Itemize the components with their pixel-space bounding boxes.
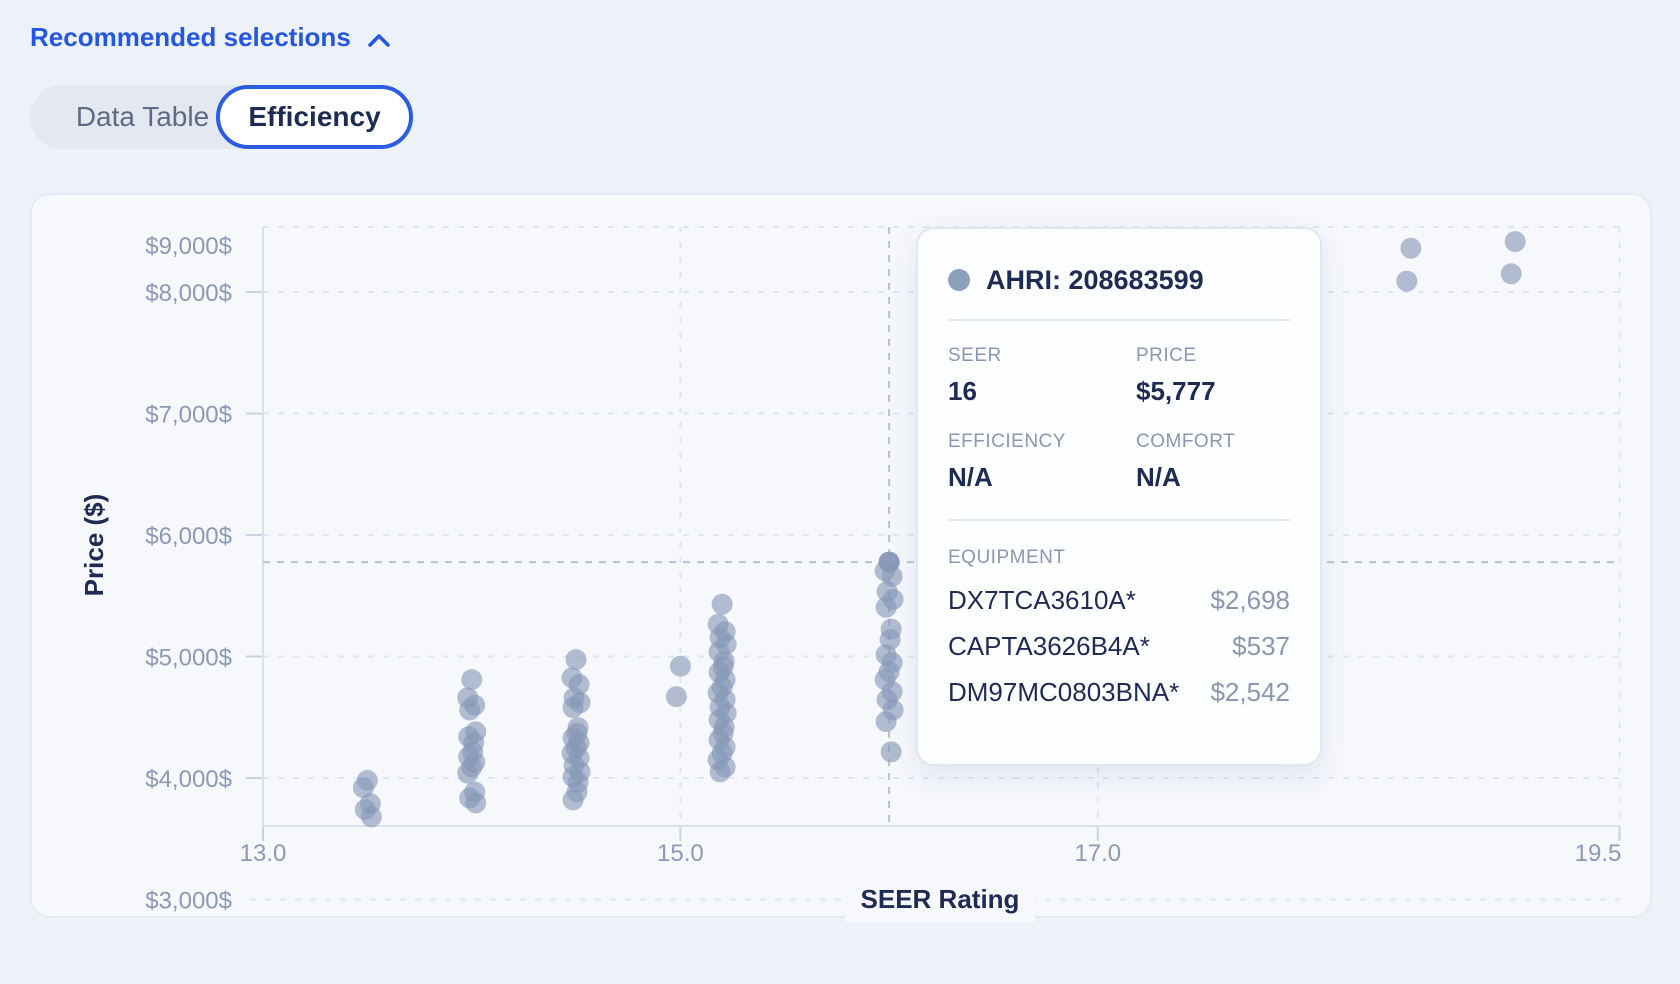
- chevron-up-icon: [367, 33, 390, 47]
- equipment-section-label: EQUIPMENT: [948, 547, 1066, 568]
- field-comfort: COMFORT N/A: [1136, 431, 1236, 492]
- tab-data-table[interactable]: Data Table: [30, 85, 255, 149]
- tab-efficiency[interactable]: Efficiency: [216, 85, 413, 149]
- tooltip-divider: [948, 319, 1290, 321]
- equipment-row: DX7TCA3610A* $2,698: [948, 585, 1290, 615]
- equipment-row: DM97MC0803BNA* $2,542: [948, 677, 1290, 707]
- tooltip-divider: [948, 519, 1290, 521]
- equipment-row: CAPTA3626B4A* $537: [948, 631, 1290, 661]
- recommended-selections-link[interactable]: Recommended selections: [30, 22, 391, 53]
- equipment-list: DX7TCA3610A* $2,698 CAPTA3626B4A* $537 D…: [948, 586, 1290, 707]
- chart-card: [30, 193, 1652, 918]
- field-price: PRICE $5,777: [1136, 345, 1216, 406]
- series-marker-dot: [948, 269, 970, 291]
- view-tab-group: Data Table Efficiency: [30, 85, 415, 149]
- field-seer: SEER 16: [948, 345, 1002, 406]
- tooltip-fields: SEER 16 PRICE $5,777 EFFICIENCY N/A COMF…: [948, 345, 1290, 493]
- chart-tooltip: AHRI: 208683599 SEER 16 PRICE $5,777 EFF…: [916, 227, 1322, 766]
- recommended-selections-label: Recommended selections: [30, 22, 351, 52]
- field-efficiency: EFFICIENCY N/A: [948, 431, 1066, 492]
- tooltip-header: AHRI: 208683599: [948, 263, 1290, 297]
- tooltip-title: AHRI: 208683599: [986, 264, 1204, 295]
